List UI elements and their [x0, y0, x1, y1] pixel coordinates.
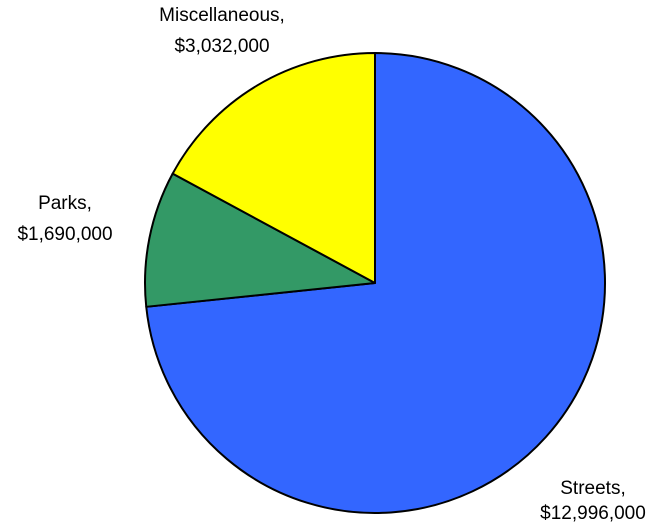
pie-slice-miscellaneous — [171, 52, 376, 284]
pie-slice-parks — [144, 172, 376, 308]
slice-label-value-miscellaneous: $3,032,000 — [174, 36, 269, 57]
slice-label-value-parks: $1,690,000 — [17, 224, 112, 245]
slice-label-name-parks: Parks, — [38, 193, 92, 214]
slice-label-value-streets: $12,996,000 — [540, 503, 646, 524]
slice-label-name-streets: Streets, — [560, 478, 625, 499]
slice-label-name-miscellaneous: Miscellaneous, — [159, 5, 285, 26]
